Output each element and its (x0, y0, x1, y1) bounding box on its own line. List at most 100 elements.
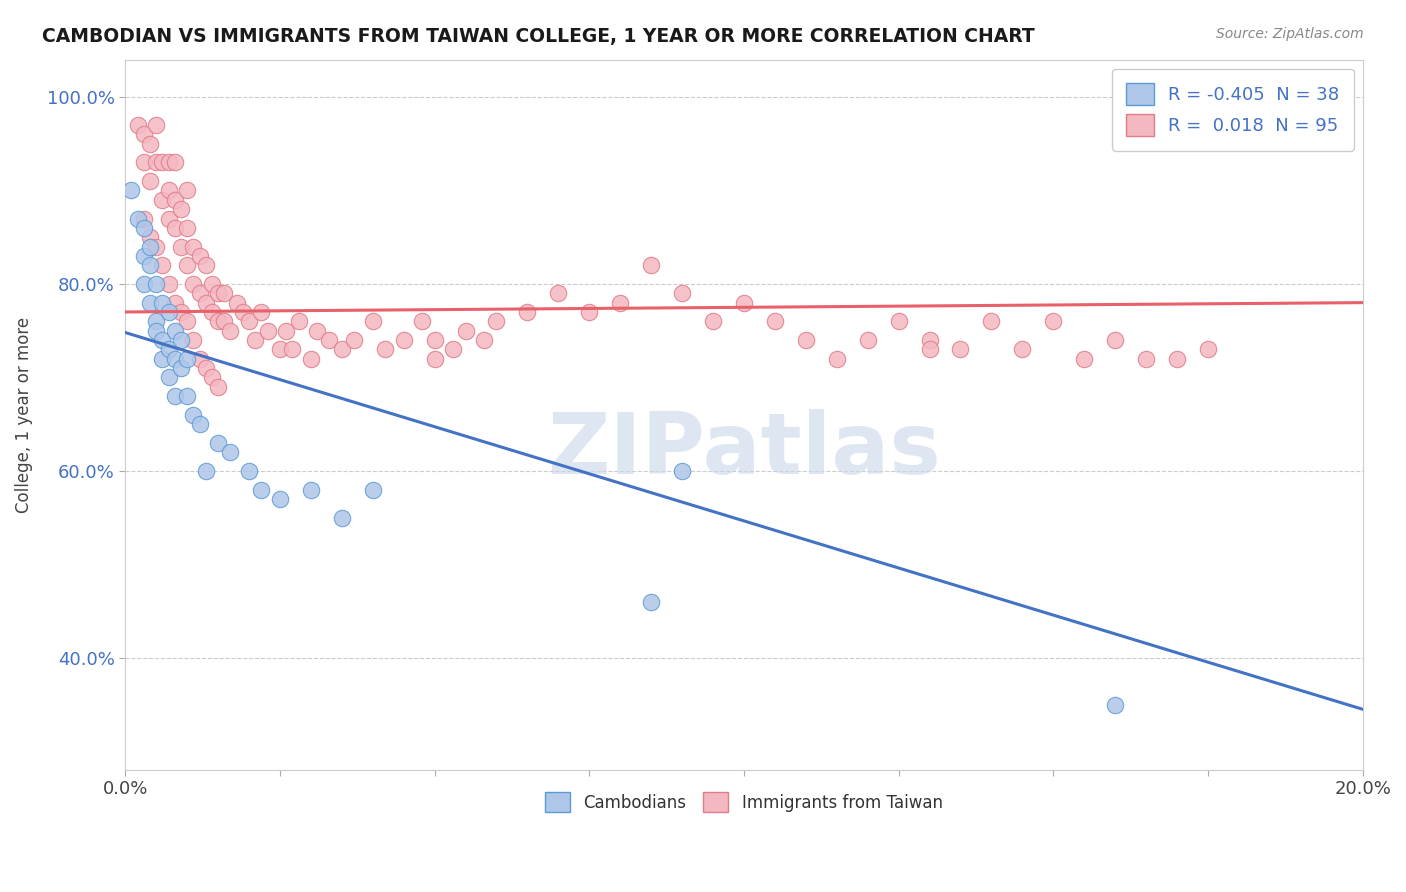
Point (145, 239, 167, 253)
Point (183, 277, 205, 291)
Point (170, 305, 193, 319)
Point (671, 464, 693, 478)
Point (170, 239, 193, 253)
Point (170, 333, 193, 347)
Point (454, 324, 477, 338)
Point (188, 351, 211, 366)
Point (887, 314, 910, 328)
Point (207, 380, 229, 394)
Point (343, 333, 366, 347)
Point (163, 155, 186, 169)
Point (194, 464, 217, 478)
Point (949, 343, 972, 357)
Point (702, 314, 724, 328)
Point (157, 184, 180, 198)
Point (194, 361, 217, 376)
Point (152, 155, 174, 169)
Point (733, 295, 755, 310)
Point (157, 155, 180, 169)
Point (578, 305, 600, 319)
Point (127, 118, 149, 132)
Point (132, 249, 155, 263)
Point (794, 333, 817, 347)
Point (980, 314, 1002, 328)
Point (170, 202, 193, 216)
Point (201, 305, 224, 319)
Point (411, 314, 433, 328)
Point (307, 324, 329, 338)
Text: ZIPatlas: ZIPatlas (547, 409, 941, 491)
Point (152, 333, 174, 347)
Point (671, 286, 693, 301)
Point (176, 351, 198, 366)
Point (276, 324, 298, 338)
Point (250, 305, 273, 319)
Point (214, 314, 236, 328)
Point (825, 351, 848, 366)
Point (318, 333, 340, 347)
Point (157, 211, 180, 226)
Point (152, 351, 174, 366)
Point (374, 343, 396, 357)
Point (441, 343, 464, 357)
Point (152, 258, 174, 272)
Point (188, 286, 211, 301)
Point (1135, 351, 1157, 366)
Point (250, 483, 273, 497)
Y-axis label: College, 1 year or more: College, 1 year or more (15, 317, 32, 513)
Point (163, 389, 186, 403)
Point (609, 295, 631, 310)
Point (299, 351, 322, 366)
Point (157, 343, 180, 357)
Point (1011, 343, 1033, 357)
Point (225, 295, 247, 310)
Point (392, 333, 415, 347)
Point (176, 258, 198, 272)
Point (361, 483, 384, 497)
Point (145, 118, 167, 132)
Point (139, 258, 162, 272)
Point (201, 370, 224, 384)
Point (1042, 314, 1064, 328)
Point (176, 389, 198, 403)
Point (219, 324, 242, 338)
Point (145, 277, 167, 291)
Point (145, 324, 167, 338)
Point (516, 305, 538, 319)
Point (157, 277, 180, 291)
Point (183, 408, 205, 422)
Point (207, 435, 229, 450)
Point (132, 220, 155, 235)
Point (127, 211, 149, 226)
Point (763, 314, 786, 328)
Point (176, 220, 198, 235)
Point (423, 351, 446, 366)
Point (207, 314, 229, 328)
Point (287, 314, 309, 328)
Point (856, 333, 879, 347)
Point (183, 239, 205, 253)
Point (163, 324, 186, 338)
Legend: Cambodians, Immigrants from Taiwan: Cambodians, Immigrants from Taiwan (531, 779, 956, 826)
Point (163, 351, 186, 366)
Point (214, 286, 236, 301)
Point (361, 314, 384, 328)
Point (1197, 343, 1219, 357)
Point (238, 464, 260, 478)
Point (188, 249, 211, 263)
Point (256, 324, 278, 338)
Point (918, 333, 941, 347)
Point (1166, 351, 1188, 366)
Point (163, 220, 186, 235)
Point (176, 314, 198, 328)
Point (139, 230, 162, 244)
Point (1104, 698, 1126, 712)
Point (188, 417, 211, 432)
Point (640, 258, 662, 272)
Point (170, 361, 193, 376)
Point (132, 128, 155, 142)
Point (245, 333, 267, 347)
Point (269, 491, 291, 506)
Point (139, 295, 162, 310)
Point (194, 258, 217, 272)
